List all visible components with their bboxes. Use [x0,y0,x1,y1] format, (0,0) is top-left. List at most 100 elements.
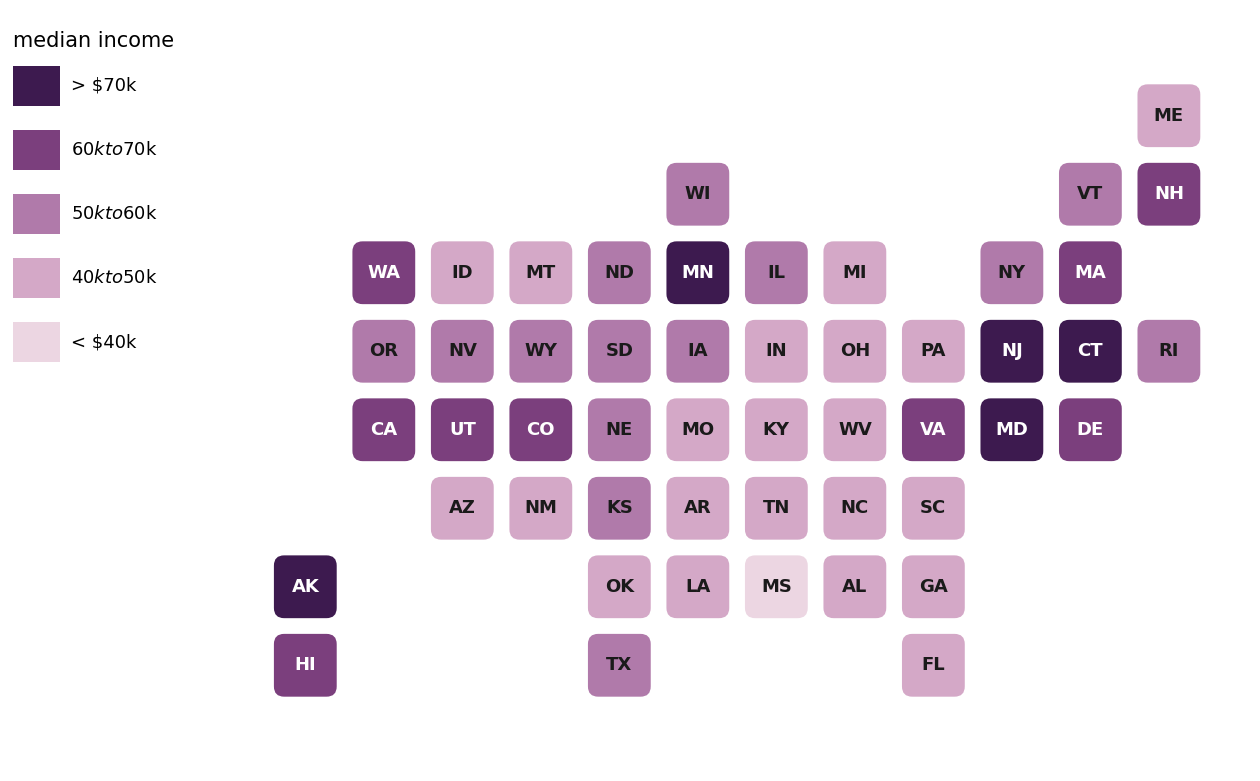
Text: IN: IN [766,342,788,360]
FancyBboxPatch shape [509,398,572,461]
Text: $50k to $60k: $50k to $60k [71,205,158,223]
FancyBboxPatch shape [980,241,1043,304]
FancyBboxPatch shape [745,477,808,540]
Text: MD: MD [995,421,1028,439]
Text: OK: OK [605,578,634,596]
Text: $60k to $70k: $60k to $70k [71,141,158,159]
Text: RI: RI [1159,342,1179,360]
Text: NH: NH [1154,185,1184,203]
Text: MN: MN [682,264,714,282]
FancyBboxPatch shape [1058,241,1121,304]
Text: AZ: AZ [449,499,476,517]
Text: IL: IL [767,264,785,282]
Text: CO: CO [527,421,556,439]
Text: WY: WY [524,342,557,360]
FancyBboxPatch shape [588,477,650,540]
Text: AR: AR [684,499,712,517]
Text: DE: DE [1077,421,1104,439]
FancyBboxPatch shape [824,477,886,540]
FancyBboxPatch shape [273,634,336,697]
FancyBboxPatch shape [902,320,965,383]
Text: MS: MS [761,578,791,596]
FancyBboxPatch shape [980,398,1043,461]
FancyBboxPatch shape [588,320,650,383]
Text: WV: WV [838,421,872,439]
FancyBboxPatch shape [431,320,494,383]
FancyBboxPatch shape [902,634,965,697]
FancyBboxPatch shape [667,477,730,540]
Text: NV: NV [447,342,476,360]
FancyBboxPatch shape [1058,162,1121,226]
Text: NY: NY [998,264,1026,282]
FancyBboxPatch shape [1138,320,1201,383]
Text: NC: NC [840,499,869,517]
Text: WI: WI [684,185,711,203]
Text: TN: TN [762,499,790,517]
FancyBboxPatch shape [980,320,1043,383]
FancyBboxPatch shape [745,320,808,383]
Text: AK: AK [291,578,319,596]
Text: CT: CT [1077,342,1104,360]
FancyBboxPatch shape [509,477,572,540]
Text: OR: OR [369,342,398,360]
FancyBboxPatch shape [667,241,730,304]
Text: OH: OH [839,342,869,360]
Text: FL: FL [921,656,945,674]
FancyBboxPatch shape [588,555,650,619]
FancyBboxPatch shape [431,241,494,304]
FancyBboxPatch shape [353,320,416,383]
Text: MT: MT [525,264,556,282]
FancyBboxPatch shape [667,398,730,461]
FancyBboxPatch shape [902,477,965,540]
FancyBboxPatch shape [824,555,886,619]
Text: KS: KS [606,499,633,517]
Text: MI: MI [843,264,867,282]
Text: median income: median income [13,31,174,52]
FancyBboxPatch shape [353,241,416,304]
Text: NM: NM [524,499,557,517]
FancyBboxPatch shape [273,555,336,619]
Text: CA: CA [370,421,397,439]
Text: SC: SC [920,499,946,517]
Text: LA: LA [685,578,711,596]
Text: WA: WA [368,264,401,282]
FancyBboxPatch shape [353,398,416,461]
Text: VT: VT [1077,185,1104,203]
Text: KY: KY [762,421,790,439]
FancyBboxPatch shape [509,241,572,304]
FancyBboxPatch shape [1138,162,1201,226]
Text: SD: SD [605,342,634,360]
FancyBboxPatch shape [824,241,886,304]
Text: MO: MO [682,421,714,439]
FancyBboxPatch shape [745,398,808,461]
Text: HI: HI [295,656,316,674]
FancyBboxPatch shape [902,555,965,619]
FancyBboxPatch shape [902,398,965,461]
FancyBboxPatch shape [745,555,808,619]
Text: GA: GA [919,578,948,596]
Text: TX: TX [606,656,633,674]
Text: UT: UT [449,421,476,439]
FancyBboxPatch shape [588,241,650,304]
Text: PA: PA [921,342,946,360]
FancyBboxPatch shape [667,162,730,226]
FancyBboxPatch shape [431,398,494,461]
Text: NE: NE [606,421,633,439]
FancyBboxPatch shape [667,320,730,383]
Text: VA: VA [920,421,946,439]
FancyBboxPatch shape [1058,398,1121,461]
FancyBboxPatch shape [1138,84,1201,147]
FancyBboxPatch shape [588,634,650,697]
Text: ID: ID [451,264,474,282]
Text: ND: ND [605,264,634,282]
Text: AL: AL [842,578,867,596]
FancyBboxPatch shape [745,241,808,304]
Text: $40k to $50k: $40k to $50k [71,269,158,287]
FancyBboxPatch shape [509,320,572,383]
FancyBboxPatch shape [588,398,650,461]
Text: > $70k: > $70k [71,77,136,95]
Text: < $40k: < $40k [71,333,136,351]
FancyBboxPatch shape [1058,320,1121,383]
FancyBboxPatch shape [824,320,886,383]
Text: MA: MA [1075,264,1106,282]
